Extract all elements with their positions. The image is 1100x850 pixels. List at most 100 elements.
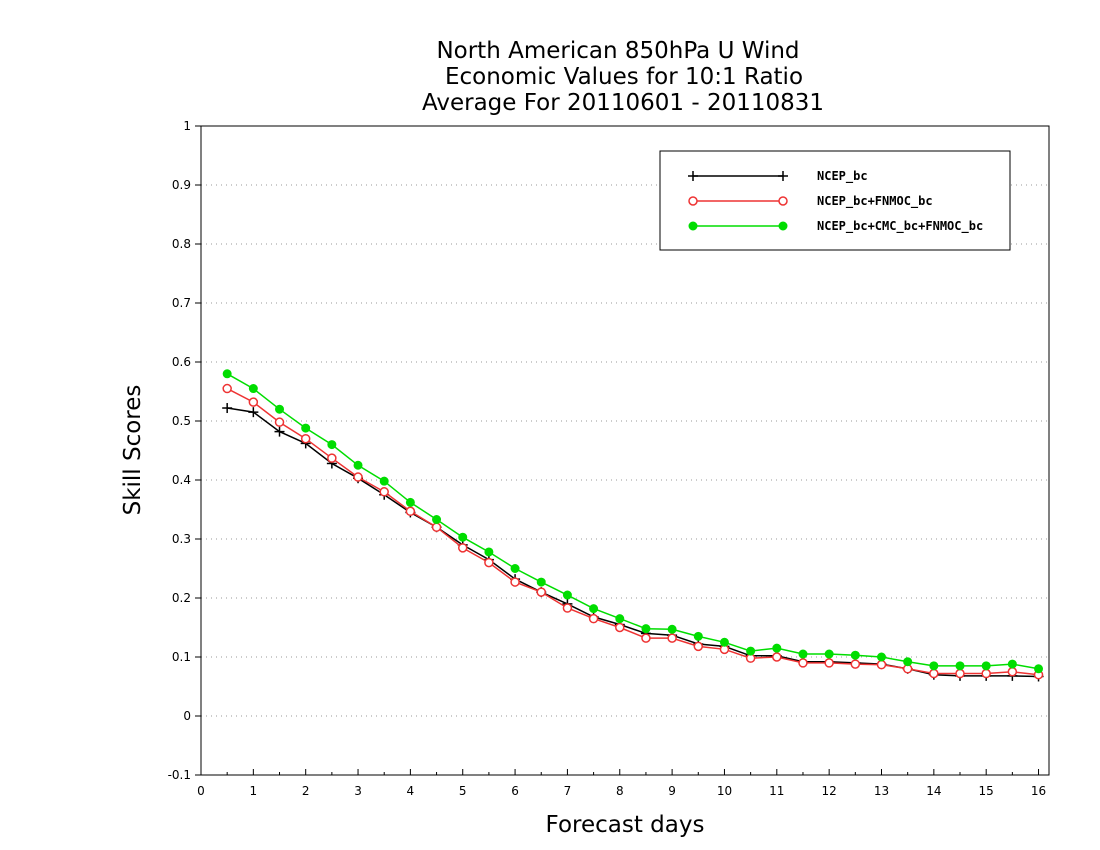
data-point <box>589 604 599 614</box>
x-tick-label: 2 <box>302 784 310 798</box>
series-3 <box>222 369 1044 674</box>
chart-title-line-2: Economic Values for 10:1 Ratio <box>445 64 803 90</box>
data-point <box>955 661 965 671</box>
x-tick-label: 16 <box>1031 784 1046 798</box>
y-axis-label: Skill Scores <box>120 385 146 516</box>
data-point <box>484 557 494 568</box>
y-tick-label: 0.6 <box>172 355 191 369</box>
data-point <box>536 587 546 597</box>
y-tick-label: 0.3 <box>172 532 191 546</box>
x-tick-label: 15 <box>979 784 994 798</box>
y-tick-label: 0.8 <box>172 237 191 251</box>
data-point <box>274 426 285 437</box>
series-2 <box>222 383 1044 680</box>
y-tick-label: 0.5 <box>172 414 191 428</box>
x-tick-label: 10 <box>717 784 732 798</box>
data-point <box>248 397 259 407</box>
series-line <box>227 407 1039 678</box>
y-tick-label: 0.2 <box>172 591 191 605</box>
legend-label: NCEP_bc+CMC_bc+FNMOC_bc <box>817 219 983 234</box>
data-point <box>772 652 782 662</box>
data-point <box>824 649 834 659</box>
chart-title: North American 850hPa U Wind Economic Va… <box>422 38 824 116</box>
x-axis-ticks: 0 1 2 3 4 5 6 7 8 9 10 11 12 13 14 15 16 <box>197 769 1046 798</box>
x-tick-label: 9 <box>668 784 676 798</box>
data-point <box>955 668 965 679</box>
data-point <box>824 658 834 668</box>
data-point <box>484 547 494 557</box>
y-axis-ticks: -0.1 0 0.1 0.2 0.3 0.4 0.5 0.6 0.7 0.8 0.9 1 <box>168 119 201 782</box>
y-tick-label: 0.9 <box>172 178 191 192</box>
x-axis-label: Forecast days <box>546 812 705 838</box>
x-tick-label: 3 <box>354 784 362 798</box>
data-point <box>588 613 599 624</box>
legend-marker <box>778 221 788 231</box>
data-point <box>248 384 258 394</box>
series-1 <box>222 403 1044 682</box>
legend-marker <box>688 171 698 181</box>
data-point <box>248 407 259 418</box>
chart-title-line-1: North American 850hPa U Wind <box>436 38 799 64</box>
data-point <box>641 624 651 634</box>
data-point <box>876 659 887 670</box>
y-tick-label: 1 <box>183 119 191 133</box>
x-tick-label: 14 <box>926 784 941 798</box>
x-tick-label: 6 <box>511 784 519 798</box>
data-point <box>615 614 625 624</box>
data-point <box>274 417 285 427</box>
data-point <box>876 652 886 662</box>
series-line <box>226 387 1039 676</box>
data-point <box>222 383 232 394</box>
legend-marker <box>688 196 698 206</box>
x-tick-label: 8 <box>616 784 624 798</box>
data-point <box>693 641 704 652</box>
x-tick-label: 4 <box>407 784 415 798</box>
data-point <box>981 668 991 679</box>
series-line <box>226 373 1039 670</box>
data-point <box>693 631 703 641</box>
data-point <box>301 423 311 433</box>
x-tick-label: 13 <box>874 784 889 798</box>
y-tick-label: -0.1 <box>168 768 191 782</box>
y-tick-label: 0.1 <box>172 650 191 664</box>
gridlines <box>201 184 1049 717</box>
data-point <box>667 633 677 643</box>
data-point <box>746 646 756 656</box>
x-tick-label: 0 <box>197 784 205 798</box>
y-tick-label: 0.4 <box>172 473 191 487</box>
data-point <box>405 497 415 507</box>
data-point <box>353 472 363 482</box>
x-tick-label: 7 <box>564 784 572 798</box>
data-point <box>510 577 520 587</box>
data-point <box>562 603 573 613</box>
data-point <box>405 506 416 517</box>
data-point <box>850 650 860 660</box>
legend-label: NCEP_bc+FNMOC_bc <box>817 194 933 209</box>
data-point <box>432 515 442 525</box>
data-point <box>798 649 808 659</box>
data-point <box>615 622 625 633</box>
legend: NCEP_bc NCEP_bc+FNMOC_bc NCEP_bc+CMC_bc+FN… <box>659 150 1011 251</box>
plot-frame <box>200 125 1050 776</box>
x-tick-label: 12 <box>822 784 837 798</box>
x-tick-label: 5 <box>459 784 467 798</box>
data-point <box>353 460 363 470</box>
data-point <box>327 453 337 463</box>
data-point <box>981 661 991 671</box>
data-point <box>798 658 808 668</box>
data-point <box>903 657 913 667</box>
data-point <box>719 637 729 647</box>
chart-title-line-3: Average For 20110601 - 20110831 <box>422 90 824 116</box>
x-tick-label: 11 <box>769 784 784 798</box>
y-tick-label: 0 <box>183 709 191 723</box>
data-point <box>300 433 311 444</box>
legend-marker <box>778 196 788 206</box>
data-point <box>772 643 782 653</box>
data-point <box>1034 664 1044 674</box>
data-point <box>222 403 233 414</box>
data-point <box>1007 667 1018 677</box>
data-point <box>222 369 232 379</box>
data-point <box>457 543 468 553</box>
